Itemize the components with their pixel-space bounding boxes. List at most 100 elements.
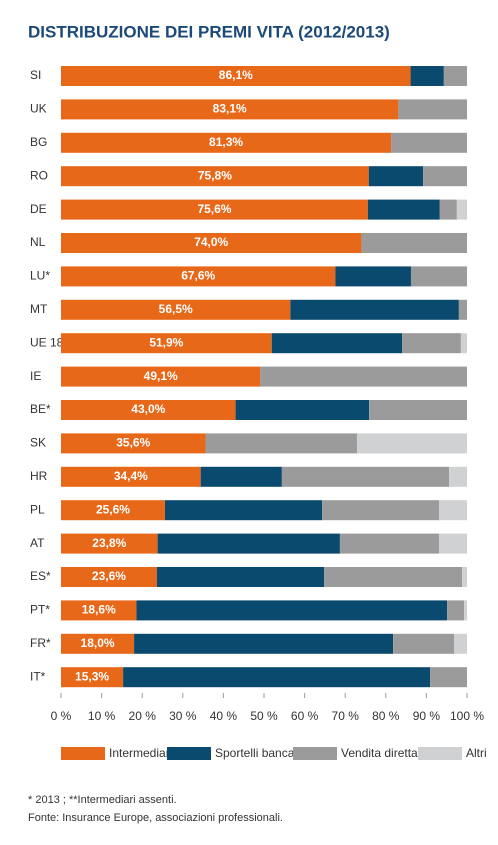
bar-segment — [454, 633, 467, 654]
bar-segment — [402, 333, 461, 354]
bar-segment — [134, 633, 394, 654]
bar-segment — [136, 600, 448, 621]
value-label: 67,6% — [181, 269, 215, 283]
x-tick-label: 20 % — [129, 709, 157, 723]
legend-label: Sportelli bancari — [215, 746, 301, 760]
bar-segment — [367, 199, 440, 220]
y-tick-label: DE — [30, 202, 47, 216]
y-tick-label: PT* — [30, 603, 50, 617]
value-label: 18,0% — [81, 636, 115, 650]
bar-segment — [449, 466, 467, 487]
x-tick-label: 10 % — [88, 709, 116, 723]
bar-segment — [410, 66, 444, 86]
bar-segment — [61, 567, 157, 587]
bar-segment — [439, 199, 457, 220]
source: Fonte: Insurance Europe, associazioni pr… — [28, 812, 283, 824]
value-label: 74,0% — [194, 235, 228, 249]
bar-segment — [235, 400, 370, 420]
bar-segment — [61, 633, 135, 654]
y-tick-label: IE — [30, 369, 41, 383]
footnote: * 2013 ; **Intermediari assenti. — [28, 794, 177, 806]
y-tick-label: NL — [30, 235, 46, 249]
y-tick-label: RO — [30, 168, 48, 182]
bar-segment — [423, 166, 467, 187]
y-tick-label: PL — [30, 502, 45, 516]
bar-segment — [61, 600, 137, 621]
value-label: 23,6% — [92, 569, 126, 583]
bar-segment — [61, 433, 206, 454]
bar-segment — [205, 433, 357, 454]
x-tick-label: 90 % — [413, 709, 441, 723]
value-label: 25,6% — [96, 502, 130, 516]
bar-segment — [281, 466, 450, 487]
x-tick-label: 60 % — [291, 709, 319, 723]
chart-title: DISTRIBUZIONE DEI PREMI VITA (2012/2013) — [28, 22, 390, 41]
bar-segment — [398, 99, 467, 120]
bar-segment — [430, 667, 467, 688]
bar-segment — [447, 600, 465, 621]
y-tick-label: MT — [30, 302, 48, 316]
bar-segment — [61, 266, 336, 287]
bar-segment — [61, 466, 201, 487]
x-tick-label: 70 % — [332, 709, 360, 723]
bar-segment — [438, 533, 467, 554]
bar-segment — [61, 333, 272, 354]
value-label: 56,5% — [159, 302, 193, 316]
legend-swatch — [418, 747, 462, 760]
bar-segment — [410, 266, 467, 287]
bar-segment — [443, 66, 467, 86]
bar-segment — [61, 366, 261, 387]
y-tick-label: SK — [30, 436, 46, 450]
x-tick-label: 30 % — [169, 709, 197, 723]
x-tick-label: 40 % — [210, 709, 238, 723]
bar-segment — [61, 299, 291, 320]
bar-segment — [462, 567, 467, 587]
y-tick-label: FR* — [30, 636, 51, 650]
bar-segment — [368, 166, 424, 187]
legend-label: Altri — [466, 746, 487, 760]
bar-segment — [164, 500, 323, 521]
bar-segment — [361, 233, 467, 253]
bar-segment — [61, 166, 369, 187]
bar-segment — [61, 66, 411, 86]
bar-segment — [61, 667, 124, 688]
value-label: 15,3% — [75, 669, 109, 683]
bar-segment — [458, 299, 467, 320]
bar-segment — [335, 266, 411, 287]
bar-segment — [456, 199, 467, 220]
bar-segment — [61, 533, 158, 554]
y-tick-label: ES* — [30, 569, 51, 583]
bar-segment — [369, 400, 467, 420]
bar-segment — [123, 667, 431, 688]
legend-swatch — [61, 747, 105, 760]
y-tick-label: BG — [30, 135, 47, 149]
x-tick-label: 100 % — [450, 709, 484, 723]
y-tick-label: BE* — [30, 402, 51, 416]
bar-segment — [271, 333, 403, 354]
bar-segment — [260, 366, 467, 387]
value-label: 49,1% — [144, 369, 178, 383]
bar-segment — [339, 533, 439, 554]
bar-segment — [324, 567, 463, 587]
value-label: 75,6% — [197, 202, 231, 216]
bar-segment — [464, 600, 467, 621]
value-label: 86,1% — [219, 68, 253, 82]
legend-swatch — [293, 747, 337, 760]
value-label: 51,9% — [149, 335, 183, 349]
bar-segment — [61, 199, 368, 220]
bar-segment — [356, 433, 467, 454]
bar-segment — [156, 567, 325, 587]
bar-segment — [460, 333, 467, 354]
y-tick-label: LU* — [30, 269, 50, 283]
value-label: 83,1% — [213, 102, 247, 116]
value-label: 35,6% — [116, 436, 150, 450]
y-tick-label: UE 18 — [30, 335, 64, 349]
value-label: 18,6% — [82, 603, 116, 617]
value-label: 81,3% — [209, 135, 243, 149]
value-label: 75,8% — [198, 168, 232, 182]
bar-segment — [200, 466, 282, 487]
y-tick-label: HR — [30, 469, 48, 483]
bar-segment — [157, 533, 340, 554]
